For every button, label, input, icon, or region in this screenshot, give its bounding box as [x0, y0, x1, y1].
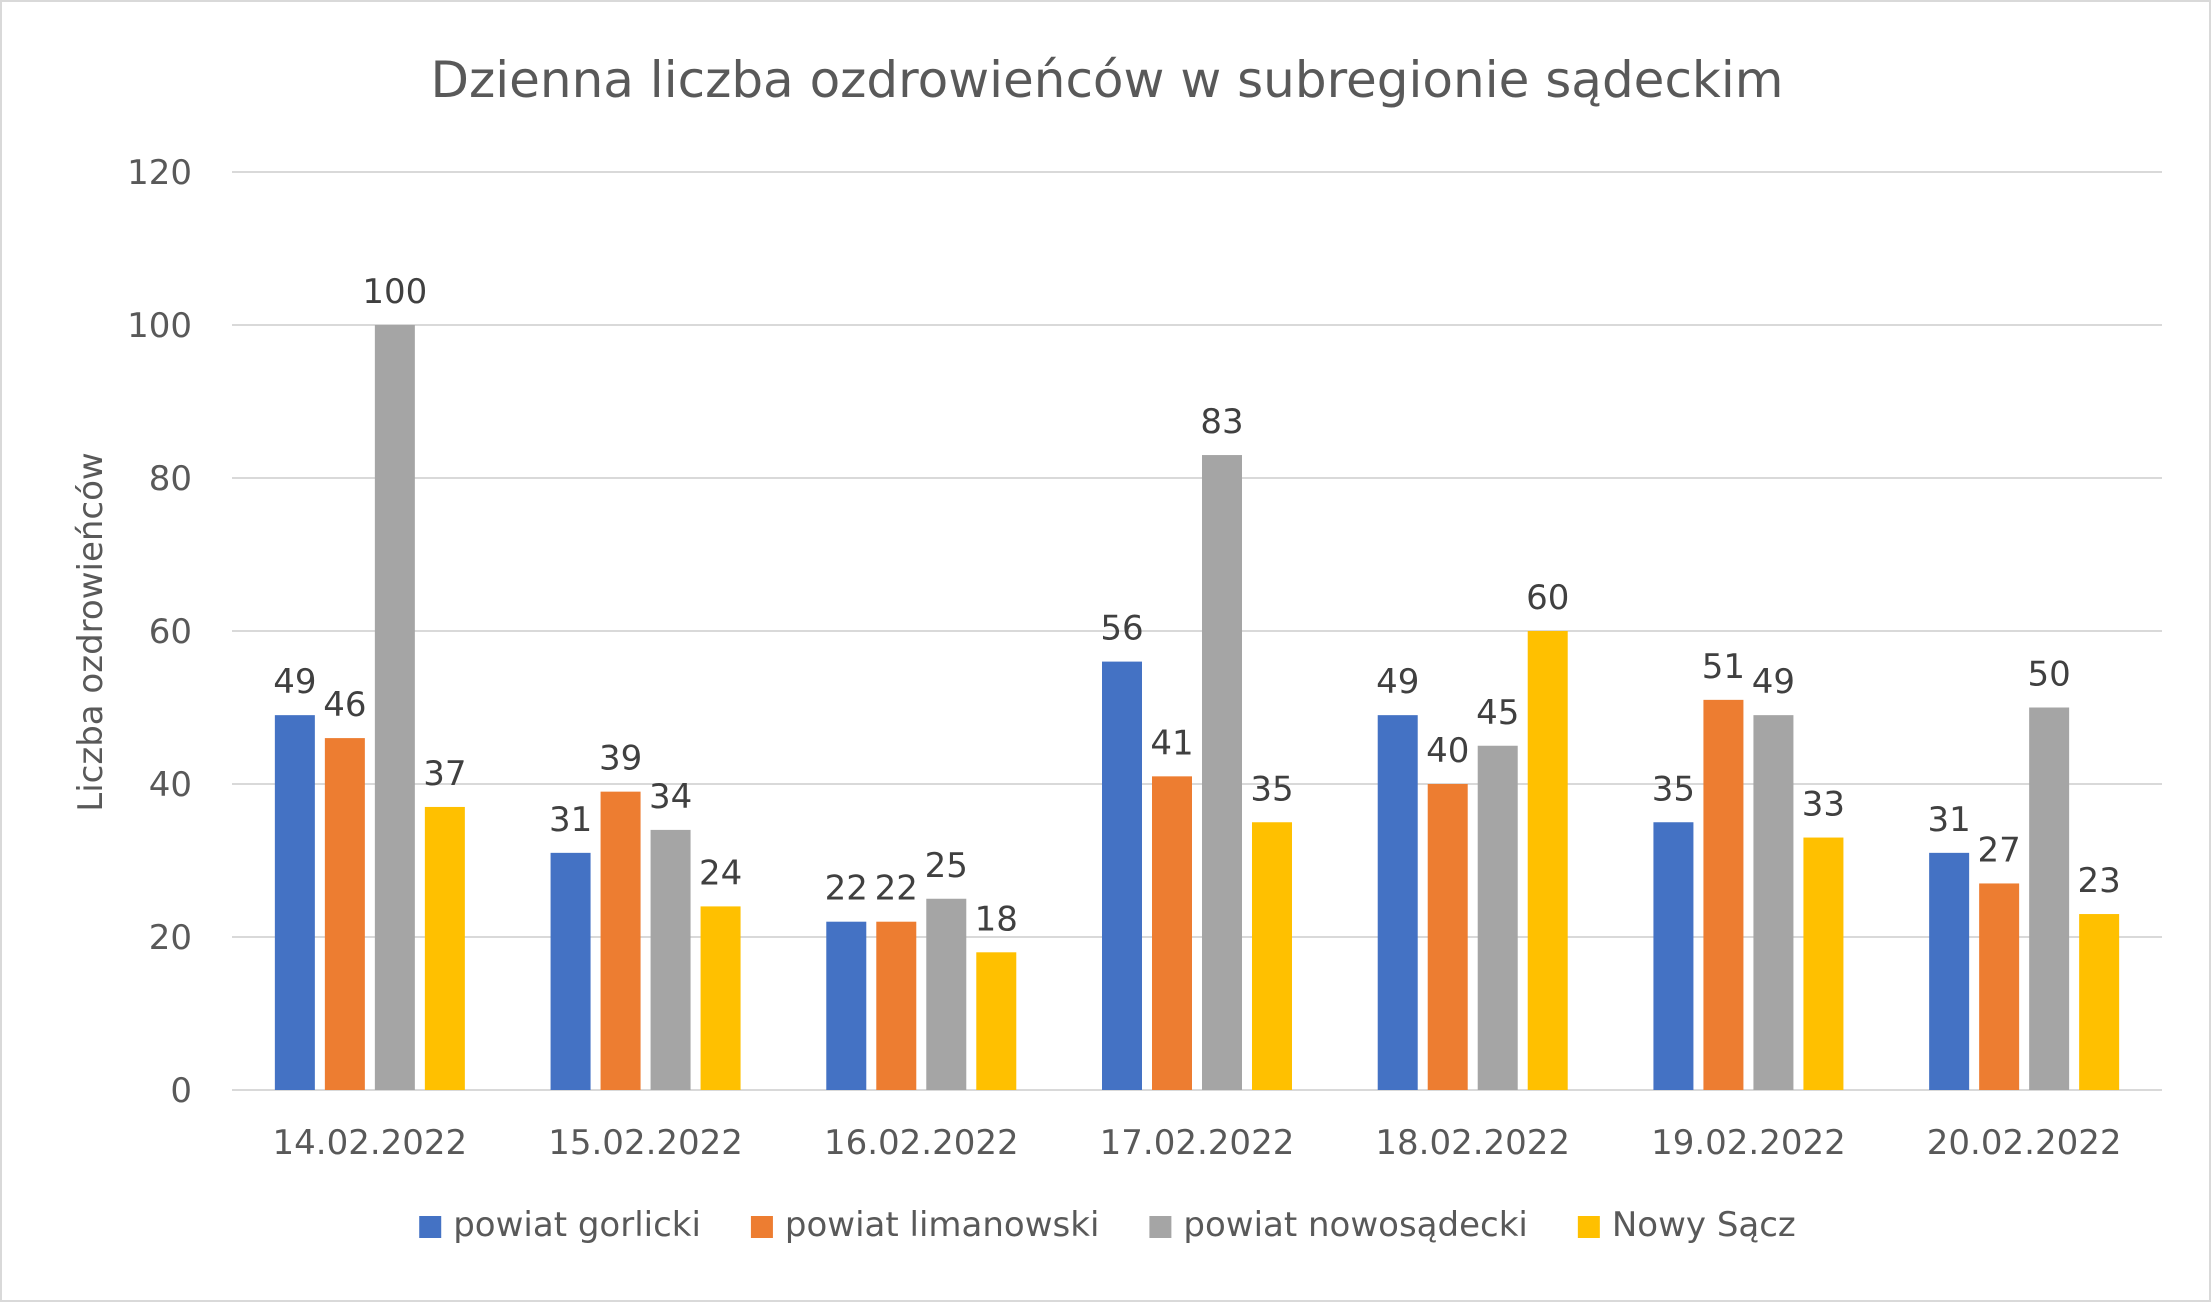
x-axis-ticks: 14.02.2022 15.02.2022 16.02.2022 17.02.2022… — [273, 1123, 2122, 1163]
data-label: 23 — [2078, 861, 2121, 901]
data-label: 31 — [549, 800, 592, 840]
bar — [1102, 661, 1142, 1090]
bar — [976, 952, 1017, 1090]
bar — [274, 715, 315, 1090]
data-label: 50 — [2028, 655, 2071, 695]
bar — [1377, 715, 1418, 1090]
y-tick-label: 20 — [149, 918, 192, 958]
data-label: 35 — [1652, 769, 1695, 809]
bar — [1527, 631, 1568, 1090]
data-label: 39 — [599, 739, 642, 779]
y-axis-ticks: 0 20 40 60 80 100 120 — [127, 153, 192, 1111]
data-label: 49 — [1752, 662, 1795, 702]
y-tick-label: 120 — [127, 153, 192, 193]
bar — [1202, 455, 1242, 1090]
y-tick-label: 100 — [127, 306, 192, 346]
data-label: 37 — [423, 754, 466, 794]
y-tick-label: 80 — [149, 459, 192, 499]
chart-title: Dzienna liczba ozdrowieńców w subregioni… — [430, 51, 1783, 109]
x-tick-label: 16.02.2022 — [824, 1123, 1019, 1163]
data-label: 60 — [1526, 578, 1569, 618]
bar — [550, 852, 591, 1090]
data-label: 18 — [975, 899, 1018, 939]
bar — [1252, 822, 1292, 1090]
data-label: 49 — [1376, 662, 1419, 702]
data-label: 22 — [875, 869, 918, 909]
x-tick-label: 14.02.2022 — [273, 1123, 468, 1163]
data-label: 33 — [1802, 785, 1845, 825]
bar — [826, 921, 867, 1090]
bar — [2079, 914, 2120, 1090]
x-tick-label: 17.02.2022 — [1100, 1123, 1295, 1163]
bar — [1703, 699, 1744, 1090]
y-tick-label: 0 — [170, 1071, 192, 1111]
legend-item: powiat gorlicki — [419, 1205, 701, 1245]
x-tick-label: 18.02.2022 — [1375, 1123, 1570, 1163]
data-label: 22 — [825, 869, 868, 909]
y-axis-label: Liczba ozdrowieńców — [71, 452, 111, 811]
data-label: 31 — [1928, 800, 1971, 840]
bar — [2029, 707, 2070, 1090]
bar — [1653, 822, 1694, 1090]
bar — [1477, 745, 1518, 1090]
bar — [1152, 776, 1192, 1090]
data-label: 25 — [925, 846, 968, 886]
bar — [1427, 784, 1468, 1090]
legend-swatch — [1577, 1216, 1600, 1238]
legend-swatch — [419, 1216, 442, 1238]
data-label: 45 — [1476, 693, 1519, 733]
legend-label: Nowy Sącz — [1612, 1205, 1796, 1245]
data-label: 46 — [323, 685, 366, 725]
legend-label: powiat limanowski — [785, 1205, 1099, 1245]
x-tick-label: 19.02.2022 — [1651, 1123, 1846, 1163]
bar — [1753, 715, 1794, 1090]
y-tick-label: 40 — [149, 765, 192, 805]
data-label: 40 — [1426, 731, 1469, 771]
bar — [374, 325, 415, 1090]
bar — [650, 829, 691, 1090]
bar — [424, 806, 465, 1090]
gridlines — [232, 171, 2162, 1091]
legend-item: powiat nowosądecki — [1149, 1205, 1528, 1245]
legend-label: powiat nowosądecki — [1183, 1205, 1527, 1245]
y-tick-label: 60 — [149, 612, 192, 652]
x-tick-label: 20.02.2022 — [1927, 1123, 2122, 1163]
x-tick-label: 15.02.2022 — [548, 1123, 743, 1163]
bar — [926, 898, 967, 1090]
bars — [274, 325, 2120, 1090]
bar — [700, 906, 741, 1090]
legend-swatch — [1149, 1216, 1172, 1238]
data-label: 27 — [1978, 830, 2021, 870]
data-label: 100 — [362, 272, 427, 312]
data-label: 34 — [649, 777, 692, 817]
legend-item: powiat limanowski — [750, 1205, 1099, 1245]
bar — [876, 921, 917, 1090]
bar — [1929, 852, 1970, 1090]
data-label: 51 — [1702, 647, 1745, 687]
data-label: 35 — [1250, 769, 1293, 809]
legend: powiat gorlicki powiat limanowski powiat n… — [419, 1205, 1796, 1245]
data-label: 49 — [273, 662, 316, 702]
data-label: 41 — [1150, 723, 1193, 763]
legend-swatch — [750, 1216, 773, 1238]
bar — [324, 738, 365, 1090]
legend-item: Nowy Sącz — [1577, 1205, 1796, 1245]
bar — [600, 791, 641, 1090]
bar — [1979, 883, 2020, 1090]
data-label: 83 — [1200, 402, 1243, 442]
data-label: 56 — [1100, 609, 1143, 649]
legend-label: powiat gorlicki — [453, 1205, 701, 1245]
bar — [1803, 837, 1844, 1090]
data-label: 24 — [699, 853, 742, 893]
